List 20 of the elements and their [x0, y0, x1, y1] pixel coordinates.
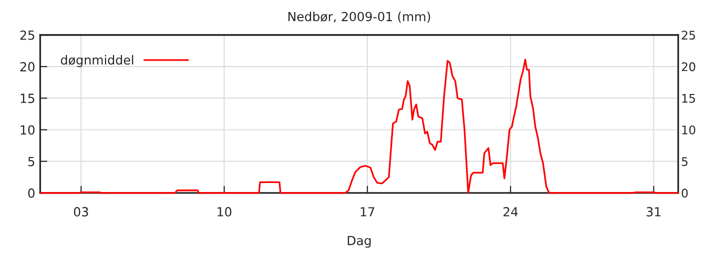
legend-label: døgnmiddel: [60, 54, 134, 68]
x-tick-label: 10: [218, 207, 232, 216]
y-tick-label: 5: [28, 156, 34, 166]
x-axis-title: Dag: [348, 236, 371, 248]
x-tick-label: 03: [74, 207, 88, 216]
y-tick-label: 10: [20, 125, 34, 135]
y2-tick-label: 10: [682, 125, 696, 134]
y2-tick-label: 5: [682, 157, 688, 166]
y-tick-label: 25: [20, 30, 34, 40]
x-tick-label: 17: [360, 207, 374, 216]
y2-tick-label: 25: [682, 30, 695, 40]
y-tick-label: 0: [28, 188, 34, 198]
y-tick-label: 20: [20, 62, 34, 72]
y2-tick-label: 15: [682, 94, 695, 103]
x-tick-label: 24: [503, 207, 518, 216]
y-tick-label: 15: [20, 94, 34, 104]
y2-tick-label: 20: [682, 62, 696, 72]
y2-tick-label: 0: [682, 188, 688, 198]
chart-title: Nedbør, 2009-01 (mm): [288, 12, 430, 23]
x-tick-label: 31: [646, 207, 660, 216]
